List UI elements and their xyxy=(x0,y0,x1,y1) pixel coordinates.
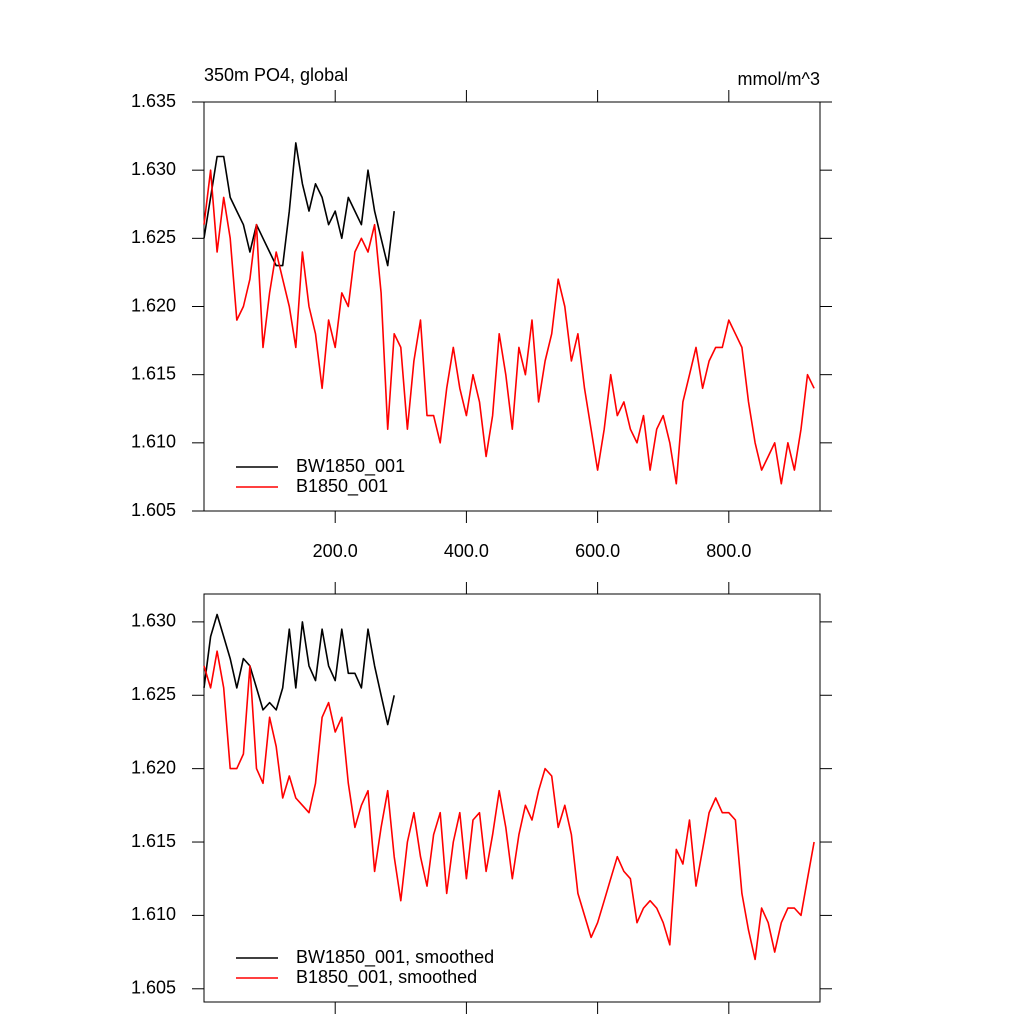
x-tick-label: 400.0 xyxy=(444,541,489,561)
y-tick-label: 1.620 xyxy=(131,757,176,777)
y-tick-label: 1.615 xyxy=(131,831,176,851)
plot-frame xyxy=(203,101,821,512)
legend-label: BW1850_001 xyxy=(296,456,405,477)
y-tick-label: 1.610 xyxy=(131,904,176,924)
y-tick-label: 1.635 xyxy=(131,91,176,111)
chart-title: 350m PO4, global xyxy=(204,65,348,85)
y-tick-label: 1.630 xyxy=(131,159,176,179)
series-line xyxy=(203,169,815,485)
y-tick-label: 1.610 xyxy=(131,432,176,452)
y-tick-label: 1.630 xyxy=(131,611,176,631)
plot-frame xyxy=(203,593,821,1003)
x-tick-label: 200.0 xyxy=(313,541,358,561)
y-tick-label: 1.605 xyxy=(131,500,176,520)
y-tick-label: 1.625 xyxy=(131,227,176,247)
series-line xyxy=(203,613,395,726)
y-tick-label: 1.625 xyxy=(131,684,176,704)
x-tick-label: 800.0 xyxy=(706,541,751,561)
legend-label: B1850_001, smoothed xyxy=(296,967,477,988)
series-line xyxy=(203,142,395,267)
x-tick-label: 600.0 xyxy=(575,541,620,561)
y-tick-label: 1.605 xyxy=(131,978,176,998)
legend-label: B1850_001 xyxy=(296,476,388,497)
y-tick-label: 1.615 xyxy=(131,363,176,383)
y-tick-label: 1.620 xyxy=(131,295,176,315)
units-label: mmol/m^3 xyxy=(738,69,820,89)
series-line xyxy=(203,650,815,961)
legend-label: BW1850_001, smoothed xyxy=(296,947,494,968)
